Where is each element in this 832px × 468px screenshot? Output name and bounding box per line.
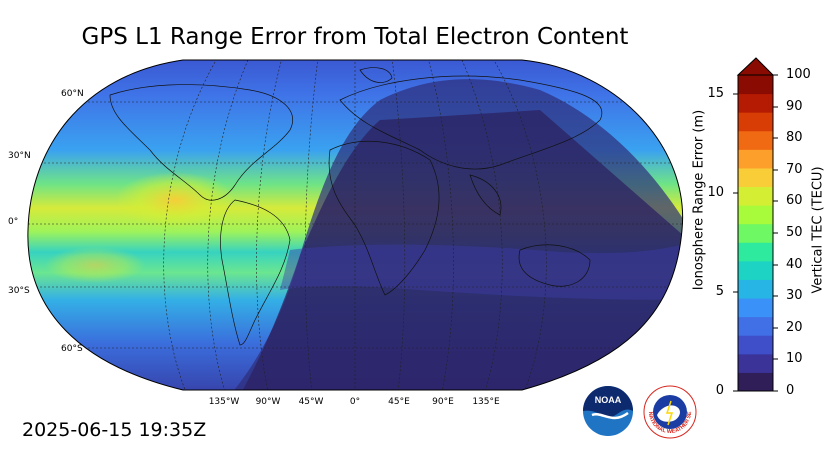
colorbar-segment (738, 130, 773, 150)
lon-label-135e: 135°E (472, 397, 500, 407)
lon-label-135w: 135°W (208, 397, 240, 407)
colorbar-right-label: Vertical TEC (TECU) (810, 166, 826, 294)
colorbar-segment (738, 242, 773, 262)
colorbar-segment (738, 298, 773, 318)
right-tick-60: 60 (786, 193, 803, 208)
chart-title: GPS L1 Range Error from Total Electron C… (81, 24, 629, 50)
colorbar-segment (738, 112, 773, 132)
right-tick-20: 20 (786, 320, 803, 335)
colorbar-segment (738, 335, 773, 355)
right-tick-50: 50 (786, 225, 803, 240)
left-tick-15: 15 (707, 86, 724, 101)
colorbar-segment (738, 186, 773, 206)
lon-label-45w: 45°W (298, 397, 324, 407)
lat-label-30s: 30°S (8, 286, 30, 296)
noaa-logo: NOAA (583, 386, 633, 436)
lon-label-90w: 90°W (255, 397, 281, 407)
right-tick-70: 70 (786, 162, 803, 177)
colorbar-segment (738, 260, 773, 280)
left-tick-10: 10 (707, 185, 724, 200)
right-tick-30: 30 (786, 288, 803, 303)
colorbar-segment (738, 93, 773, 113)
colorbar-segment (738, 75, 773, 95)
right-tick-40: 40 (786, 257, 803, 272)
colorbar-segment (738, 353, 773, 373)
right-tick-80: 80 (786, 130, 803, 145)
left-tick-0: 0 (715, 383, 724, 398)
lon-label-45e: 45°E (388, 397, 410, 407)
colorbar (738, 75, 773, 392)
nws-logo: NATIONAL WEATHER SERVICE (643, 385, 697, 439)
left-tick-5: 5 (715, 284, 724, 299)
right-tick-100: 100 (786, 67, 811, 82)
lat-label-60s: 60°S (61, 344, 83, 354)
colorbar-segment (738, 279, 773, 299)
lon-label-90e: 90°E (432, 397, 454, 407)
colorbar-segment (738, 149, 773, 169)
right-tick-90: 90 (786, 99, 803, 114)
colorbar-segment (738, 205, 773, 225)
colorbar-segment (738, 372, 773, 392)
right-tick-0: 0 (786, 383, 795, 398)
colorbar-left-label: Ionosphere Range Error (m) (691, 109, 707, 291)
colorbar-segment (738, 167, 773, 188)
lat-label-60n: 60°N (61, 89, 84, 99)
lon-label-0: 0° (349, 397, 361, 407)
colorbar-segment (738, 316, 773, 336)
colorbar-segment (738, 223, 773, 243)
svg-text:NOAA: NOAA (595, 395, 622, 405)
lat-label-30n: 30°N (8, 151, 31, 161)
right-tick-10: 10 (786, 351, 803, 366)
lat-label-0: 0° (8, 217, 19, 227)
timestamp: 2025-06-15 19:35Z (22, 419, 207, 441)
